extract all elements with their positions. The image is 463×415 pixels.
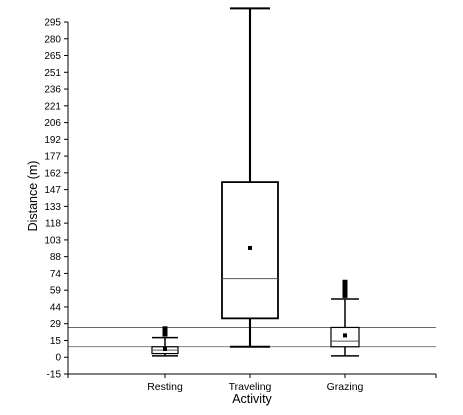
y-tick-label: 192 [44,135,61,146]
y-tick-label: 103 [44,235,61,246]
y-tick-label: 88 [50,252,62,263]
y-tick-label: 251 [44,68,61,79]
y-tick-label: 221 [44,101,61,112]
outlier-points [342,279,348,298]
y-tick-label: 280 [44,34,61,45]
y-tick-label: 118 [45,219,61,230]
x-tick-label: Grazing [327,381,364,393]
y-tick-label: 206 [44,118,61,129]
x-ticks: Resting Traveling Grazing [67,374,437,393]
y-tick-label: 0 [55,353,61,364]
mean-marker [163,347,167,352]
y-tick-label: 177 [44,152,61,163]
y-tick-label: 59 [50,286,62,297]
y-axis: -15 0 15 29 44 59 74 88 103 118 133 147 162 177 192 206… [44,18,69,381]
box-grazing [330,279,360,357]
y-tick-label: 295 [44,18,61,29]
y-ticks: -15 0 15 29 44 59 74 88 103 118 133 147 162 177 192 206… [44,18,68,381]
outlier-points [162,326,168,337]
y-tick-label: 236 [44,85,61,96]
boxes [151,7,360,357]
mean-marker [343,333,347,338]
y-tick-label: 133 [44,202,61,213]
x-axis-title: Activity [232,392,272,406]
y-tick-label: 147 [44,185,61,196]
reference-lines [68,327,436,348]
box-resting [151,326,179,357]
y-tick-label: 29 [50,319,62,330]
y-tick-label: 74 [50,269,62,280]
mean-marker [248,245,252,250]
box-traveling [221,7,279,348]
y-tick-label: 265 [44,51,61,62]
y-tick-label: -15 [47,370,62,381]
x-axis: Resting Traveling Grazing [67,373,437,393]
y-tick-label: 162 [44,168,61,179]
box-iqr [221,181,279,320]
y-tick-label: 15 [50,336,62,347]
x-tick-label: Resting [147,381,183,393]
y-tick-label: 44 [50,302,62,313]
x-tick-label: Traveling [229,381,272,393]
y-axis-title: Distance (m) [26,161,40,232]
